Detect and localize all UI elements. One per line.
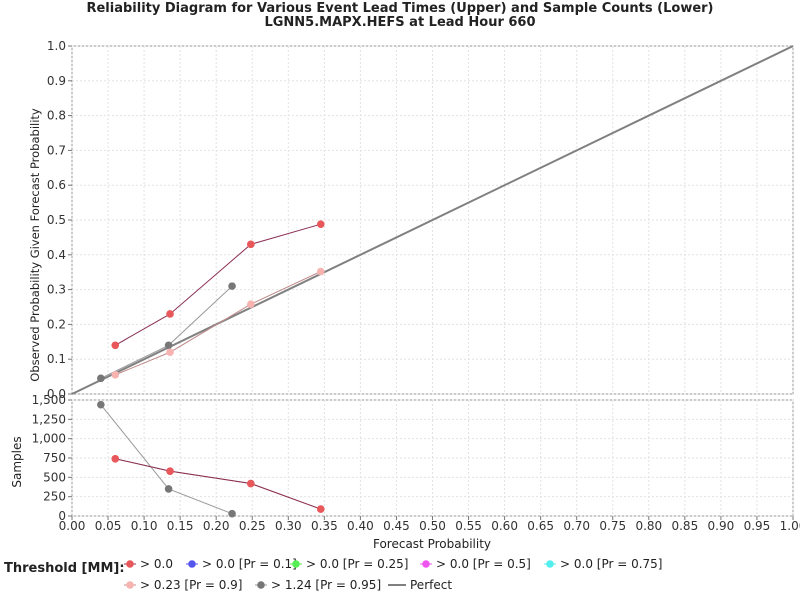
perfect-reliability-line — [71, 45, 794, 395]
reliability-point — [164, 341, 173, 350]
x-tick-label: 0.50 — [419, 519, 446, 533]
x-tick-label: 0.85 — [671, 519, 698, 533]
upper-y-tick-label: 0.6 — [47, 178, 66, 192]
reliability-point — [316, 220, 325, 228]
x-tick-label: 0.75 — [599, 519, 626, 533]
reliability-point — [166, 348, 174, 357]
lower-y-tick-label: 1,250 — [32, 412, 66, 426]
upper-y-tick-label: 0.8 — [47, 109, 66, 123]
upper-y-axis-label: Observed Probability Given Forecast Prob… — [28, 108, 42, 382]
x-tick-label: 0.55 — [455, 519, 482, 533]
legend-entry-label: > 0.0 — [140, 557, 173, 571]
legend-marker-swatch — [188, 560, 196, 568]
chart-subtitle: LGNN5.MAPX.HEFS at Lead Hour 660 — [264, 15, 535, 30]
sample-count-point — [166, 467, 174, 475]
reliability-point — [111, 371, 120, 379]
legend-entry-label: > 0.0 [Pr = 0.75] — [560, 557, 663, 571]
lower-y-tick-label: 1,500 — [32, 393, 66, 407]
sample-count-point — [97, 400, 105, 409]
sample-count-point — [228, 509, 236, 518]
sample-count-point — [247, 479, 255, 488]
series-marks — [71, 45, 794, 518]
series-line-lower — [115, 458, 321, 510]
x-tick-label: 0.40 — [347, 519, 374, 533]
x-tick-label: 0.65 — [527, 519, 554, 533]
chart-title: Reliability Diagram for Various Event Le… — [86, 1, 713, 16]
legend-entry-label: > 0.23 [Pr = 0.9] — [140, 578, 243, 592]
upper-y-tick-label: 0.3 — [47, 283, 66, 297]
upper-y-tick-label: 0.7 — [47, 143, 66, 157]
lower-y-tick-label: 0 — [58, 509, 66, 523]
reliability-point — [97, 374, 105, 383]
sample-count-point — [111, 454, 120, 463]
legend-marker-swatch — [126, 560, 134, 568]
grid-lines — [71, 45, 794, 517]
legend-entry-label: > 1.24 [Pr = 0.95] — [271, 578, 381, 592]
x-tick-label: 0.00 — [59, 519, 86, 533]
lower-y-tick-label: 250 — [43, 490, 66, 504]
reliability-point — [247, 300, 255, 309]
x-axis-label: Forecast Probability — [373, 537, 491, 551]
lower-y-ticks: 0 250 500 750 1,000 1,250 1,500 — [32, 393, 72, 523]
sample-count-point — [164, 485, 173, 493]
upper-y-tick-label: 0.5 — [47, 213, 66, 227]
legend-marker-swatch — [126, 581, 134, 589]
x-tick-label: 0.05 — [95, 519, 122, 533]
upper-y-ticks: 0.0 0.1 0.2 0.3 0.4 0.5 0.6 0.7 0.8 0.9 1.0 — [47, 39, 72, 401]
x-ticks: 0.00 0.05 0.10 0.15 0.20 0.25 0.30 0.35 0.40 0.45… — [59, 516, 800, 533]
x-tick-label: 0.30 — [275, 519, 302, 533]
x-tick-label: 0.45 — [383, 519, 410, 533]
x-tick-label: 0.25 — [239, 519, 266, 533]
legend: > 0.0 > 0.0 [Pr = 0.1] > 0.0 [Pr = 0.25] > … — [124, 557, 663, 592]
x-tick-label: 0.70 — [563, 519, 590, 533]
legend-entry-label: Perfect — [410, 578, 452, 592]
x-tick-label: 0.60 — [491, 519, 518, 533]
reliability-point — [228, 282, 236, 290]
x-tick-label: 0.95 — [744, 519, 771, 533]
legend-entry-label: > 0.0 [Pr = 0.25] — [306, 557, 409, 571]
x-tick-label: 1.00 — [780, 519, 800, 533]
x-tick-label: 0.15 — [167, 519, 194, 533]
legend-marker-swatch — [292, 560, 300, 568]
reliability-point — [111, 341, 120, 350]
series-line-upper — [115, 223, 321, 346]
legend-marker-swatch — [257, 581, 265, 589]
x-tick-label: 0.35 — [311, 519, 338, 533]
lower-y-tick-label: 1,000 — [32, 432, 66, 446]
upper-y-tick-label: 0.1 — [47, 352, 66, 366]
lower-y-axis-label: Samples — [10, 436, 24, 487]
legend-entry-label: > 0.0 [Pr = 0.1] — [202, 557, 297, 571]
upper-y-tick-label: 0.9 — [47, 74, 66, 88]
reliability-point — [247, 240, 255, 249]
x-tick-label: 0.90 — [708, 519, 735, 533]
legend-marker-swatch — [546, 560, 554, 568]
series-line-upper — [115, 271, 321, 376]
legend-entry-label: > 0.0 [Pr = 0.5] — [436, 557, 531, 571]
x-tick-label: 0.80 — [635, 519, 662, 533]
upper-y-tick-label: 1.0 — [47, 39, 66, 53]
reliability-point — [166, 310, 174, 318]
x-tick-label: 0.10 — [131, 519, 158, 533]
legend-title: Threshold [MM]: — [4, 561, 125, 576]
upper-y-tick-label: 0.4 — [47, 248, 66, 262]
reliability-point — [316, 267, 325, 276]
legend-marker-swatch — [422, 560, 430, 568]
x-tick-label: 0.20 — [203, 519, 230, 533]
lower-y-tick-label: 500 — [43, 470, 66, 484]
sample-count-point — [316, 505, 325, 513]
upper-y-tick-label: 0.2 — [47, 317, 66, 331]
upper-y-tick-label: 0.0 — [47, 387, 66, 401]
lower-y-tick-label: 750 — [43, 451, 66, 465]
